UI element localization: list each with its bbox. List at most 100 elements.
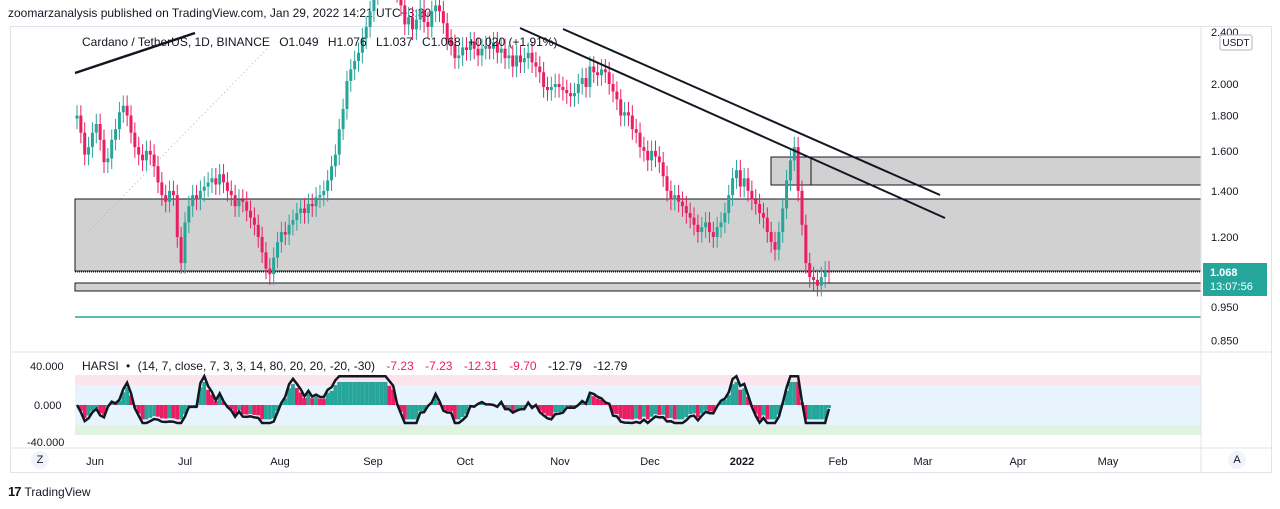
candle-body <box>210 178 214 183</box>
harsi-axis-bottom: -40.000 <box>27 437 64 449</box>
os-band <box>75 425 1201 435</box>
candle-body <box>630 115 634 130</box>
candle-body <box>117 112 121 130</box>
trendline-left[interactable] <box>74 31 196 75</box>
candle-body <box>156 166 160 183</box>
candle-body <box>306 203 310 214</box>
candle-body <box>144 150 148 161</box>
candle-body <box>727 195 731 214</box>
candle-body <box>418 10 422 20</box>
candle-body <box>800 190 804 225</box>
time-tick-apr: Apr <box>1009 456 1026 468</box>
price-tick-4: 1.400 <box>1211 186 1239 198</box>
candle-body <box>214 178 218 185</box>
candle-body <box>646 150 650 161</box>
time-tick-mar: Mar <box>914 456 933 468</box>
resistance-zone-box <box>770 156 812 186</box>
time-tick-sep: Sep <box>363 456 383 468</box>
candle-body <box>611 84 615 92</box>
candle-body <box>638 132 642 148</box>
support-zone-main <box>74 198 1202 272</box>
dotted-trendline[interactable] <box>89 47 269 231</box>
candle-body <box>569 93 573 97</box>
candle-body <box>700 227 704 233</box>
candle-body <box>175 195 179 238</box>
open-value: 1.049 <box>289 35 319 49</box>
candle-body <box>750 190 754 200</box>
candle-body <box>191 195 195 207</box>
trendline-upper-descending[interactable] <box>519 27 946 219</box>
candle-body <box>576 84 580 94</box>
time-tick-jul: Jul <box>178 456 192 468</box>
candle-body <box>90 132 94 148</box>
candle-body <box>715 227 719 238</box>
candle-body <box>314 197 318 207</box>
candle-body <box>650 150 654 161</box>
candle-countdown: 13:07:56 <box>1210 281 1253 293</box>
candle-body <box>696 224 700 233</box>
candle-body <box>287 224 291 235</box>
candle-body <box>345 81 349 109</box>
candle-body <box>596 72 600 76</box>
candle-body <box>202 186 206 191</box>
candle-body <box>160 182 164 196</box>
candle-body <box>526 52 530 59</box>
candle-body <box>518 55 522 63</box>
time-tick-dec: Dec <box>640 456 660 468</box>
candle-body <box>669 190 673 200</box>
time-axis[interactable]: Jun Jul Aug Sep Oct Nov Dec 2022 Feb Mar Apr May <box>86 456 1119 468</box>
harsi-value-1: -7.23 <box>386 359 414 373</box>
candle-body <box>179 237 183 264</box>
candle-body <box>353 60 357 70</box>
candle-body <box>241 199 245 202</box>
trendline-lower-descending[interactable] <box>562 28 941 196</box>
tradingview-logo-icon: 17 <box>8 484 22 499</box>
candle-body <box>758 203 762 214</box>
candle-body <box>607 72 611 84</box>
publish-header: zoomarzanalysis published on TradingView… <box>8 6 432 20</box>
price-tick-5: 1.200 <box>1211 232 1239 244</box>
candle-body <box>738 170 742 187</box>
time-tick-feb: Feb <box>829 456 848 468</box>
candle-body <box>249 210 253 218</box>
high-value: 1.076 <box>337 35 367 49</box>
candle-body <box>507 55 511 59</box>
zoom-button[interactable]: Z <box>31 451 49 469</box>
time-tick-aug: Aug <box>270 456 290 468</box>
candle-body <box>580 78 584 84</box>
candle-body <box>819 277 823 286</box>
candle-body <box>164 195 168 202</box>
candle-body <box>704 222 708 228</box>
candle-body <box>414 19 418 30</box>
candle-body <box>542 72 546 88</box>
price-tick-1: 2.000 <box>1211 79 1239 91</box>
symbol-name: Cardano / TetherUS, 1D, BINANCE <box>82 35 270 49</box>
candle-body <box>152 154 156 167</box>
change-value: +0.020 (+1.91%) <box>468 35 557 49</box>
candle-body <box>453 44 457 59</box>
candle-body <box>769 232 773 243</box>
candle-body <box>549 87 553 91</box>
candle-body <box>534 62 538 67</box>
harsi-plot <box>75 373 831 425</box>
resistance-zone <box>770 156 1202 186</box>
candle-body <box>785 180 789 209</box>
usdt-badge[interactable]: USDT <box>1219 34 1253 51</box>
footer-brand[interactable]: TradingView <box>24 484 91 499</box>
candle-body <box>615 91 619 100</box>
candle-body <box>245 201 249 211</box>
candle-body <box>291 220 295 225</box>
candle-body <box>83 132 87 155</box>
candle-body <box>87 147 91 155</box>
candle-body <box>623 112 627 116</box>
candle-body <box>746 178 750 191</box>
candle-body <box>827 271 831 273</box>
candle-body <box>665 176 669 191</box>
candle-body <box>796 147 800 191</box>
candle-body <box>457 55 461 59</box>
candle-body <box>557 84 561 88</box>
auto-scale-button[interactable]: A <box>1228 451 1246 469</box>
candle-body <box>102 139 106 163</box>
